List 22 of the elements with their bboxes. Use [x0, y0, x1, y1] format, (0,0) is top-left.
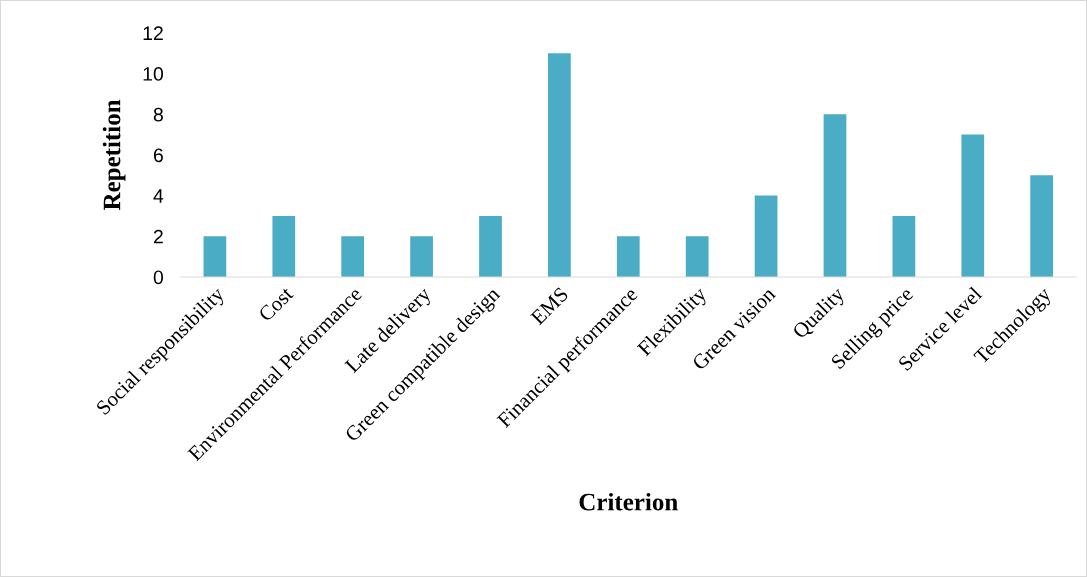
bar — [892, 215, 916, 277]
bar — [479, 215, 502, 277]
bar — [823, 114, 847, 277]
bar — [685, 236, 709, 277]
x-axis-title: Criterion — [579, 492, 678, 511]
bar — [203, 236, 227, 277]
bar — [754, 195, 778, 277]
y-tick-label: 0 — [153, 270, 164, 285]
y-tick-label: 10 — [143, 67, 164, 81]
bar — [272, 215, 296, 277]
y-tick-label: 6 — [153, 148, 163, 163]
bar — [616, 236, 640, 277]
bar — [961, 134, 985, 277]
y-tick-label: 2 — [153, 229, 163, 244]
bar — [548, 53, 571, 277]
y-axis-title: Repetition — [102, 99, 126, 211]
bar — [1030, 175, 1054, 277]
bar — [341, 236, 365, 277]
bar — [410, 236, 433, 277]
y-tick-label: 8 — [153, 107, 163, 122]
y-tick-label: 4 — [153, 189, 164, 203]
y-tick-label: 12 — [143, 26, 163, 40]
